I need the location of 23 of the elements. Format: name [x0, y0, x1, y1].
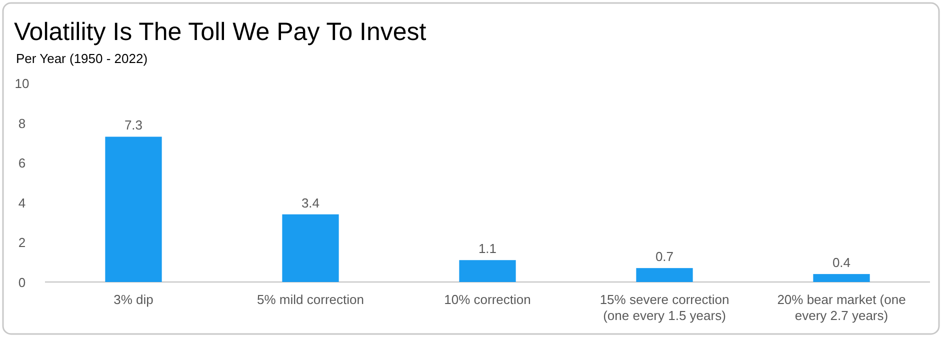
y-tick-label: 4 — [18, 195, 26, 210]
data-label: 1.1 — [478, 241, 497, 256]
data-label: 3.4 — [301, 195, 320, 210]
x-tick-label: 15% severe correction (one every 1.5 years) — [600, 292, 730, 323]
bar — [636, 268, 693, 282]
bar — [105, 136, 162, 282]
y-tick-label: 8 — [18, 116, 26, 131]
y-tick-label: 6 — [18, 156, 26, 171]
data-label: 0.7 — [655, 249, 674, 264]
bar — [813, 274, 870, 282]
bar — [282, 214, 339, 282]
y-tick-label: 2 — [18, 235, 26, 250]
x-tick-label: 5% mild correction — [257, 292, 364, 307]
data-label: 7.3 — [124, 118, 143, 133]
y-tick-label: 0 — [18, 275, 26, 290]
x-tick-label: 10% correction — [444, 292, 531, 307]
x-tick-label: 3% dip — [114, 292, 154, 307]
y-tick-label: 10 — [14, 76, 30, 91]
bar — [459, 260, 516, 282]
x-tick-label: 20% bear market (one every 2.7 years) — [777, 292, 906, 323]
chart-subtitle: Per Year (1950 - 2022) — [16, 51, 148, 66]
data-label: 0.4 — [832, 255, 851, 270]
chart-title: Volatility Is The Toll We Pay To Invest — [14, 18, 426, 46]
